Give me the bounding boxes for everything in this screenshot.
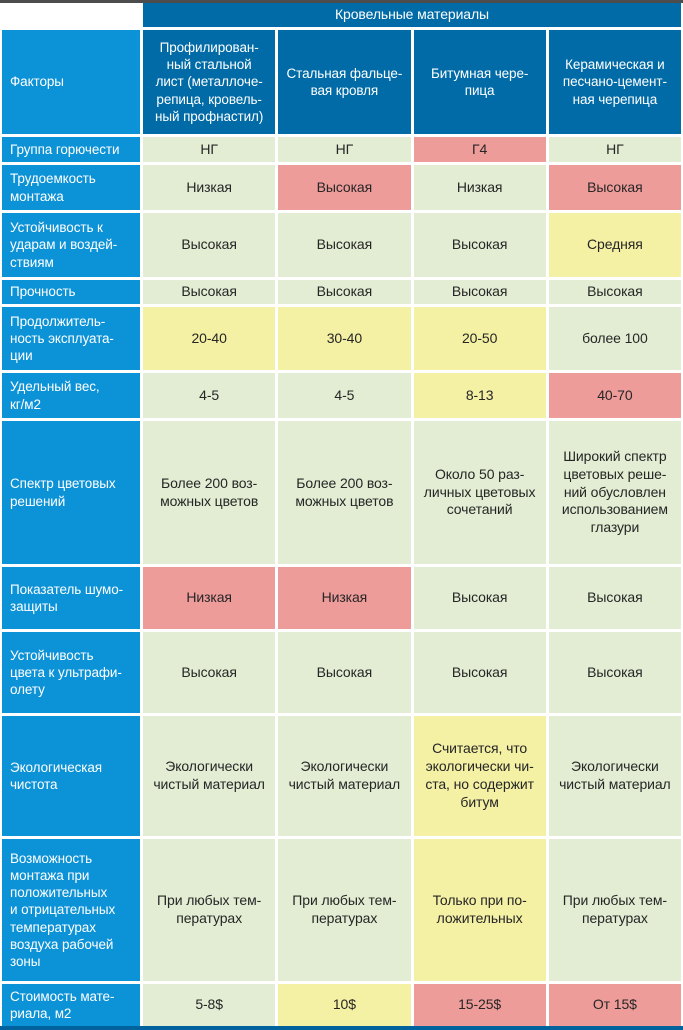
factors-header: Факторы [2,30,140,134]
row-label-1: Трудоемкость монтажа [2,165,140,210]
table-cell-r5c2: 8-13 [413,373,546,418]
table-cell-r6c2: Около 50 раз- личных цветовых сочетаний [413,421,546,564]
table-cell-r9c2: Считается, что экологически чи- ста, но … [413,716,546,836]
table-cell-r9c0: Экологически чистый материал [143,716,276,836]
row-label-5: Удельный вес, кг/м2 [2,373,140,418]
top-border-bar [0,0,683,3]
row-label-0: Группа горючести [2,137,140,162]
table-cell-r11c2: 15-25$ [413,984,546,1026]
table-cell-r1c2: Низкая [413,165,546,210]
column-header-standing-seam-steel: Стальная фальце- вая кровля [278,30,411,134]
table-cell-r6c1: Более 200 воз- можных цветов [278,421,411,564]
column-header-bitumen-shingles: Битумная чере- пица [413,30,546,134]
table-cell-r7c0: Низкая [143,567,276,629]
table-cell-r11c3: От 15$ [548,984,681,1026]
table-cell-r10c1: При любых тем- пературах [278,839,411,981]
row-label-7: Показатель шумо- защиты [2,567,140,629]
table-cell-r2c3: Средняя [548,213,681,277]
table-cell-r11c1: 10$ [278,984,411,1026]
table-cell-r3c1: Высокая [278,280,411,304]
table-cell-r8c1: Высокая [278,632,411,713]
row-label-9: Экологическая чистота [2,716,140,836]
row-label-6: Спектр цветовых решений [2,421,140,564]
row-label-10: Возможность монтажа при положительных и … [2,839,140,981]
table-cell-r0c1: НГ [278,137,411,162]
table-cell-r1c0: Низкая [143,165,276,210]
table-cell-r2c2: Высокая [413,213,546,277]
table-cell-r0c2: Г4 [413,137,546,162]
column-header-ceramic-sand-cement-tiles: Керамическая и песчано-цемент- ная череп… [548,30,681,134]
table-cell-r10c3: При любых тем- пературах [548,839,681,981]
table-cell-r8c3: Высокая [548,632,681,713]
table-cell-r11c0: 5-8$ [143,984,276,1026]
row-label-11: Стоимость мате- риала, м2 [2,984,140,1026]
table-cell-r2c0: Высокая [143,213,276,277]
table-cell-r6c0: Более 200 воз- можных цветов [143,421,276,564]
table-cell-r10c0: При любых тем- пературах [143,839,276,981]
table-cell-r2c1: Высокая [278,213,411,277]
corner-blank-cell [2,3,140,27]
table-cell-r0c0: НГ [143,137,276,162]
table-cell-r0c3: НГ [548,137,681,162]
table-cell-r1c1: Высокая [278,165,411,210]
table-cell-r9c3: Экологически чистый материал [548,716,681,836]
table-cell-r4c2: 20-50 [413,307,546,370]
row-label-4: Продолжитель- ность эксплуата- ции [2,307,140,370]
table-cell-r3c0: Высокая [143,280,276,304]
table-cell-r9c1: Экологически чистый материал [278,716,411,836]
table-cell-r8c2: Высокая [413,632,546,713]
table-cell-r3c3: Высокая [548,280,681,304]
table-cell-r6c3: Широкий спектр цветовых реше- ний обусло… [548,421,681,564]
table-title: Кровельные материалы [143,3,681,27]
column-header-profiled-steel-sheet: Профилирован- ный стальной лист (металло… [143,30,276,134]
table-cell-r5c3: 40-70 [548,373,681,418]
table-cell-r1c3: Высокая [548,165,681,210]
table-cell-r10c2: Только при по- ложительных [413,839,546,981]
row-label-2: Устойчивость к ударам и воздей- ствиям [2,213,140,277]
row-label-8: Устойчивость цвета к ультрафи- олету [2,632,140,713]
row-label-3: Прочность [2,280,140,304]
table-cell-r7c2: Высокая [413,567,546,629]
table-cell-r7c3: Высокая [548,567,681,629]
table-cell-r5c0: 4-5 [143,373,276,418]
table-cell-r7c1: Низкая [278,567,411,629]
table-cell-r4c0: 20-40 [143,307,276,370]
comparison-grid: Кровельные материалы Факторы Профилирова… [0,3,683,1026]
bottom-border-bar [0,1026,683,1030]
table-cell-r5c1: 4-5 [278,373,411,418]
table-cell-r8c0: Высокая [143,632,276,713]
table-cell-r4c1: 30-40 [278,307,411,370]
table-cell-r4c3: более 100 [548,307,681,370]
table-cell-r3c2: Высокая [413,280,546,304]
